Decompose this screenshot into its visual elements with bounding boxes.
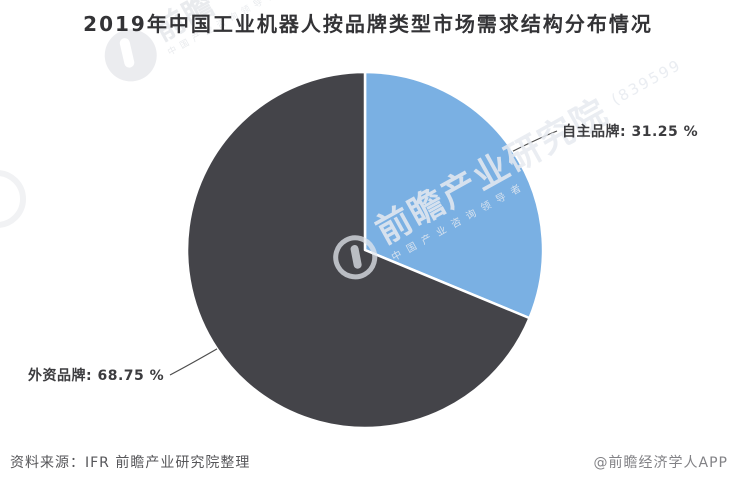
credit-text: @前瞻经济学人APP [593,455,728,471]
slice-label-domestic: 自主品牌: 31.25 % [562,124,699,140]
pie-slice-foreign[interactable] [185,70,531,430]
slice-label-foreign: 外资品牌: 68.75 % [28,368,165,384]
leader-line-domestic [512,130,558,152]
chart-title: 2019年中国工业机器人按品牌类型市场需求结构分布情况 [83,12,653,36]
source-text: 资料来源：IFR 前瞻产业研究院整理 [10,455,251,471]
leader-line-foreign [169,348,218,376]
